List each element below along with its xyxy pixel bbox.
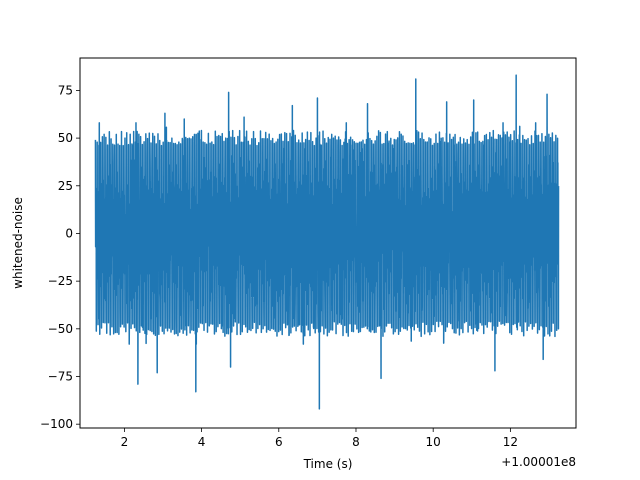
x-offset-label: +1.00001e8 <box>501 455 576 469</box>
y-tick-label: 0 <box>65 226 73 240</box>
y-tick-label: 50 <box>58 131 73 145</box>
y-tick-label: 75 <box>58 83 73 97</box>
x-axis: 2 4 6 8 10 12 <box>121 428 518 449</box>
y-tick-label: −25 <box>48 274 73 288</box>
y-tick-label: 25 <box>58 179 73 193</box>
x-tick-label: 8 <box>352 435 360 449</box>
y-tick-label: −50 <box>48 322 73 336</box>
x-tick-label: 12 <box>503 435 518 449</box>
x-tick-label: 2 <box>121 435 129 449</box>
x-tick-label: 4 <box>198 435 206 449</box>
y-tick-label: −100 <box>40 417 73 431</box>
plot-frame <box>79 57 577 429</box>
x-axis-label: Time (s) <box>303 457 353 471</box>
x-tick-label: 10 <box>426 435 441 449</box>
y-axis-label: whitened-noise <box>11 197 25 289</box>
x-tick-label: 6 <box>275 435 283 449</box>
series-line <box>94 74 560 410</box>
y-axis: −100 −75 −50 −25 0 25 50 75 <box>40 83 80 431</box>
series-layer <box>94 74 560 410</box>
y-tick-label: −75 <box>48 370 73 384</box>
